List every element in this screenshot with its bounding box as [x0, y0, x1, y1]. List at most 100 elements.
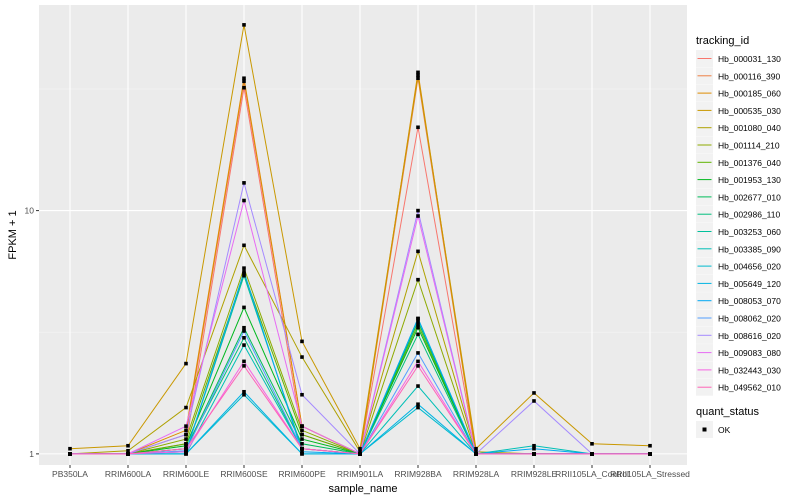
data-point	[416, 316, 420, 321]
data-point	[474, 449, 478, 454]
legend-label: Hb_008616_020	[718, 331, 781, 341]
data-point	[184, 449, 188, 454]
legend-quant-status: quant_status OK	[696, 406, 759, 438]
x-tick-label: RRII105LA_Control	[555, 469, 629, 479]
data-point	[184, 446, 188, 451]
data-point	[184, 443, 188, 448]
data-point	[300, 339, 304, 344]
data-point	[68, 452, 72, 456]
data-point	[184, 428, 188, 433]
x-tick-label: RRIM901LA	[337, 469, 384, 479]
data-point	[590, 452, 594, 456]
x-tick-label: RRIM928LE	[511, 469, 558, 479]
legend-label: Hb_003253_060	[718, 227, 781, 237]
y-axis-title: FPKM + 1	[7, 210, 19, 259]
data-point	[416, 73, 420, 78]
data-point	[242, 243, 246, 248]
data-point	[416, 402, 420, 407]
legend-label: Hb_003385_090	[718, 244, 781, 254]
x-tick-label: RRII105LA_Stressed	[610, 469, 690, 479]
legend-label: Hb_000535_030	[718, 106, 781, 116]
data-point	[126, 452, 130, 456]
data-point	[416, 332, 420, 337]
data-point	[416, 249, 420, 254]
legend-label: Hb_005649_120	[718, 279, 781, 289]
legend-label: Hb_009083_080	[718, 348, 781, 358]
x-tick-label: RRIM600SE	[220, 469, 268, 479]
legend-label: Hb_001376_040	[718, 158, 781, 168]
legend-label: Hb_002986_110	[718, 210, 781, 220]
data-point	[300, 392, 304, 397]
data-point	[416, 322, 420, 327]
legend-label: Hb_001953_130	[718, 175, 781, 185]
y-tick-label: 10	[25, 206, 35, 216]
data-point	[532, 391, 536, 395]
data-point	[416, 125, 420, 130]
data-point	[532, 443, 536, 448]
data-point	[300, 355, 304, 359]
data-point	[416, 405, 420, 410]
y-tick-label: 1	[29, 449, 34, 459]
data-point	[242, 343, 246, 347]
data-point	[416, 319, 420, 324]
data-point	[416, 277, 420, 282]
data-point	[242, 329, 246, 333]
data-point	[358, 449, 362, 454]
data-point	[184, 405, 188, 410]
data-point	[242, 364, 246, 368]
x-tick-label: RRIM600LA	[105, 469, 152, 479]
data-point	[300, 424, 304, 428]
data-point	[300, 428, 304, 433]
x-tick-label: RRIM600PE	[278, 469, 326, 479]
data-point	[242, 392, 246, 397]
data-point	[242, 23, 246, 27]
legend-label: Hb_001114_210	[718, 141, 780, 151]
x-tick-label: PB350LA	[52, 469, 88, 479]
data-point	[184, 441, 188, 446]
legend-label: Hb_001080_040	[718, 123, 781, 133]
data-point	[416, 384, 420, 388]
legend-label: Hb_002677_010	[718, 192, 781, 202]
data-point	[416, 364, 420, 368]
data-point	[184, 424, 188, 428]
x-tick-label: RRIM600LE	[163, 469, 210, 479]
data-point	[416, 359, 420, 364]
data-point	[242, 273, 246, 278]
data-point	[242, 270, 246, 274]
data-point	[184, 361, 188, 366]
data-point	[300, 441, 304, 446]
data-point	[184, 437, 188, 441]
data-point	[300, 437, 304, 441]
data-point	[242, 305, 246, 310]
plot-panel	[39, 5, 687, 465]
legend-label: Hb_049562_010	[718, 383, 781, 393]
data-point	[184, 432, 188, 437]
data-point	[242, 76, 246, 81]
data-point	[300, 449, 304, 454]
data-point	[126, 448, 130, 453]
quant-legend-title: quant_status	[696, 406, 759, 418]
legend-label: Hb_004656_020	[718, 262, 781, 272]
data-point	[416, 70, 420, 75]
data-point	[242, 271, 246, 276]
data-point	[416, 325, 420, 330]
data-point	[648, 443, 652, 448]
data-point	[532, 446, 536, 451]
data-point	[474, 446, 478, 451]
legend-tracking-id: tracking_id Hb_000031_130 Hb_000116_390 Hb…	[696, 35, 781, 396]
data-point	[532, 452, 536, 456]
data-point	[416, 76, 420, 81]
data-point	[242, 198, 246, 203]
data-point	[68, 446, 72, 451]
data-point	[242, 335, 246, 340]
data-point	[358, 452, 362, 456]
quant-legend-point	[702, 427, 707, 432]
data-point	[242, 389, 246, 394]
legend-label: Hb_008062_020	[718, 314, 781, 324]
data-point	[242, 325, 246, 330]
data-point	[184, 452, 188, 456]
quant-legend-label: OK	[718, 425, 731, 435]
data-point	[648, 452, 652, 456]
data-point	[416, 208, 420, 213]
x-tick-label: RRIM928BA	[394, 469, 442, 479]
